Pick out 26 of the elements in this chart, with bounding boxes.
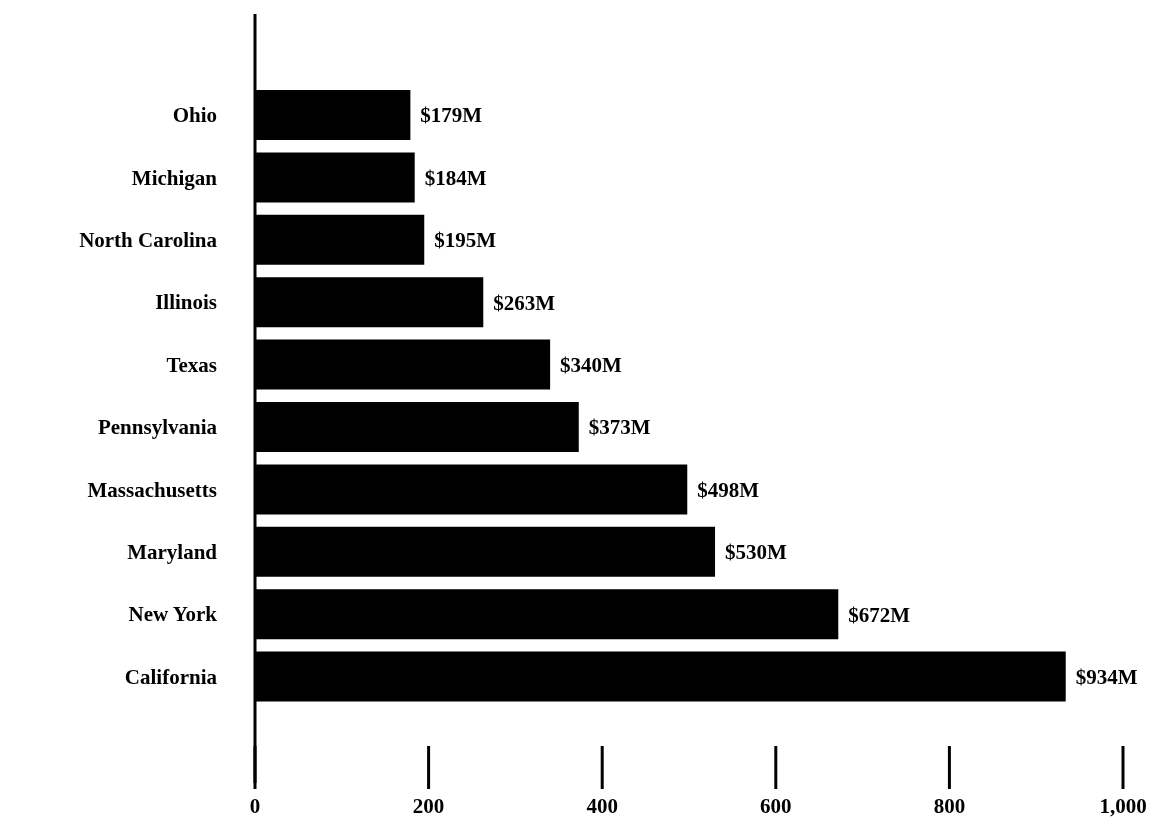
data-label: $498M [697, 477, 760, 502]
y-tick-label: Massachusetts [87, 477, 217, 502]
x-tick-label: 400 [586, 794, 618, 818]
y-tick-label: Pennsylvania [97, 415, 218, 440]
y-tick-label: Maryland [127, 540, 218, 564]
data-label: $179M [420, 103, 483, 128]
x-tick-label: 600 [760, 794, 792, 818]
y-tick-label: Texas [166, 352, 217, 377]
x-tick-label: 800 [933, 794, 966, 818]
data-label: $373M [588, 415, 651, 440]
data-label: $530M [725, 540, 788, 565]
data-label: $934M [1075, 665, 1138, 690]
data-label: $340M [560, 353, 623, 378]
y-tick-label: New York [128, 602, 218, 627]
data-label: $263M [493, 290, 556, 315]
y-tick-label: Ohio [172, 103, 217, 128]
x-tick-label: 0 [249, 794, 261, 818]
data-label: $184M [424, 165, 487, 190]
y-tick-label: Michigan [131, 165, 218, 190]
x-tick-label: 200 [412, 794, 445, 818]
x-tick-label: 1,000 [1099, 794, 1147, 818]
y-tick-label: Illinois [155, 290, 217, 315]
data-label: $672M [848, 602, 911, 627]
y-tick-label: California [124, 664, 218, 689]
y-tick-label: North Carolina [79, 228, 218, 252]
data-label: $195M [434, 228, 497, 253]
